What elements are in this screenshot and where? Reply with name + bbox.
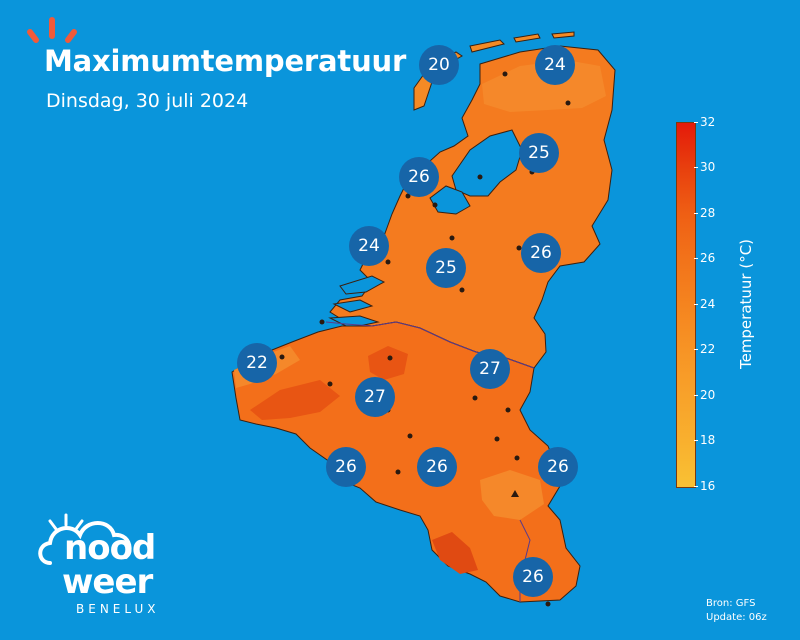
- colorbar-tick-label: 26: [700, 251, 716, 265]
- colorbar-tick-label: 18: [700, 433, 716, 447]
- wadden-island-ameland: [513, 33, 541, 43]
- cool-zone-ardennes: [480, 470, 544, 520]
- colorbar-title: Temperatuur (°C): [737, 238, 755, 370]
- temperature-badge: 26: [538, 447, 578, 487]
- zeeland-estuaries: [328, 275, 386, 329]
- colorbar-tick-label: 20: [700, 388, 716, 402]
- update-line: Update: 06z: [706, 612, 767, 623]
- colorbar-tick-mark: [694, 395, 698, 396]
- temperature-colorbar: [676, 122, 696, 488]
- temperature-badge: 22: [237, 343, 277, 383]
- temperature-badge: 20: [419, 45, 459, 85]
- colorbar-tick-label: 28: [700, 206, 716, 220]
- wadden-island-schiermonnikoog: [551, 31, 575, 39]
- markermeer: [429, 185, 471, 215]
- colorbar-tick-mark: [694, 258, 698, 259]
- colorbar-tick-mark: [694, 349, 698, 350]
- ijsselmeer: [451, 129, 523, 197]
- logo-text-weer: weer: [62, 562, 153, 602]
- logo-text-nood: nood: [64, 528, 156, 568]
- wadden-island-terschelling: [469, 39, 505, 53]
- colorbar-tick-mark: [694, 122, 698, 123]
- peak-marker-icon: [511, 490, 519, 497]
- temperature-badge: 27: [355, 377, 395, 417]
- logo-text-benelux: BENELUX: [76, 602, 160, 616]
- cool-zone-north: [482, 60, 606, 112]
- temperature-badge: 27: [470, 349, 510, 389]
- colorbar-tick-mark: [694, 213, 698, 214]
- hot-zone-south: [432, 532, 478, 574]
- source-info: Bron: GFS Update: 06z: [706, 597, 767, 625]
- cloud-logo-icon: [38, 513, 132, 565]
- temperature-badge: 26: [513, 557, 553, 597]
- hot-zone-west: [250, 380, 340, 420]
- temperature-badge: 25: [519, 133, 559, 173]
- sun-rays-icon: [27, 17, 77, 43]
- temperature-badge: 25: [426, 248, 466, 288]
- page-title: Maximumtemperatuur: [44, 44, 407, 78]
- colorbar-tick-mark: [694, 167, 698, 168]
- temperature-badge: 26: [521, 233, 561, 273]
- colorbar-tick-label: 32: [700, 115, 716, 129]
- source-line: Bron: GFS: [706, 598, 756, 609]
- page-subtitle: Dinsdag, 30 juli 2024: [46, 90, 249, 112]
- colorbar-tick-label: 30: [700, 160, 716, 174]
- temperature-badge: 26: [399, 157, 439, 197]
- temperature-badge: 26: [326, 447, 366, 487]
- temperature-badge: 24: [349, 226, 389, 266]
- colorbar-tick-label: 24: [700, 297, 716, 311]
- colorbar-tick-mark: [694, 304, 698, 305]
- colorbar-tick-label: 22: [700, 342, 716, 356]
- colorbar-tick-label: 16: [700, 479, 716, 493]
- colorbar-tick-mark: [694, 440, 698, 441]
- temperature-badge: 24: [535, 45, 575, 85]
- hot-zone-brussels: [368, 346, 408, 380]
- temperature-badge: 26: [417, 447, 457, 487]
- colorbar-tick-mark: [694, 486, 698, 487]
